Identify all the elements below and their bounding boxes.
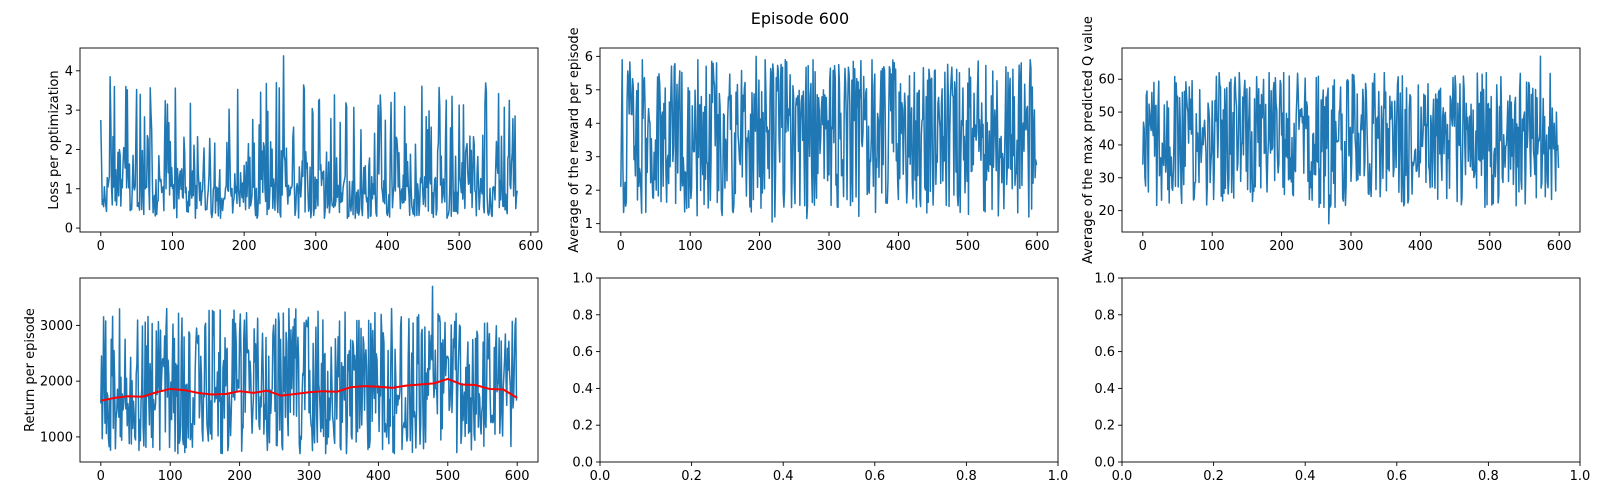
x-tick-label: 0 (1139, 239, 1147, 254)
x-tick-label: 100 (158, 469, 183, 484)
x-tick-label: 0.2 (681, 469, 702, 484)
x-tick-label: 500 (435, 469, 460, 484)
x-tick-label: 400 (366, 469, 391, 484)
x-tick-label: 300 (297, 469, 322, 484)
y-tick-label: 0.2 (1094, 419, 1115, 434)
y-tick-label: 6 (585, 50, 593, 65)
y-tick-label: 4 (65, 64, 73, 79)
figure-title: Episode 600 (751, 9, 849, 28)
y-tick-label: 4 (585, 117, 593, 132)
x-tick-label: 400 (1408, 239, 1433, 254)
x-tick-label: 300 (817, 239, 842, 254)
y-tick-label: 60 (1098, 73, 1115, 88)
x-tick-label: 0.4 (773, 469, 794, 484)
x-tick-label: 200 (1269, 239, 1294, 254)
x-tick-label: 1.0 (1570, 469, 1591, 484)
x-tick-label: 300 (1339, 239, 1364, 254)
x-tick-label: 600 (505, 469, 530, 484)
y-axis-label: Average of the reward per episode (567, 27, 582, 252)
x-tick-label: 200 (747, 239, 772, 254)
x-tick-label: 500 (955, 239, 980, 254)
y-tick-label: 20 (1098, 204, 1115, 219)
y-tick-label: 2000 (40, 375, 73, 390)
x-tick-label: 600 (1547, 239, 1572, 254)
y-tick-label: 30 (1098, 171, 1115, 186)
y-tick-label: 0.6 (572, 345, 593, 360)
x-tick-label: 0 (617, 239, 625, 254)
axes-frame (79, 47, 539, 233)
y-tick-label: 0.8 (1094, 308, 1115, 323)
x-tick-label: 0.6 (864, 469, 885, 484)
x-tick-label: 300 (303, 239, 328, 254)
y-tick-label: 40 (1098, 138, 1115, 153)
y-tick-label: 2 (585, 184, 593, 199)
y-tick-label: 1.0 (572, 272, 593, 287)
axes-frame (1121, 277, 1581, 463)
x-tick-label: 0 (97, 469, 105, 484)
x-tick-label: 100 (160, 239, 185, 254)
y-axis-label: Average of the max predicted Q value (1081, 16, 1096, 264)
y-tick-label: 0.4 (572, 382, 593, 397)
y-tick-label: 3 (65, 104, 73, 119)
x-tick-label: 600 (518, 239, 543, 254)
x-tick-label: 1.0 (1048, 469, 1069, 484)
y-tick-label: 1 (585, 217, 593, 232)
x-tick-label: 0 (97, 239, 105, 254)
axes-frame (599, 277, 1059, 463)
y-tick-label: 3000 (40, 319, 73, 334)
subplot-6: 0.0 0.2 0.4 0.6 0.8 1.0 0.0 0.2 0.4 0.6 0.8 1.0 (1094, 272, 1590, 485)
x-tick-label: 0.6 (1386, 469, 1407, 484)
x-tick-label: 0.0 (590, 469, 611, 484)
series-line-loss (100, 55, 518, 219)
y-tick-label: 3 (585, 150, 593, 165)
x-tick-label: 0.8 (956, 469, 977, 484)
x-tick-label: 100 (1200, 239, 1225, 254)
series-line-reward (620, 55, 1038, 223)
y-tick-label: 0.8 (572, 308, 593, 323)
x-tick-label: 500 (447, 239, 472, 254)
series-line-moving_average (100, 377, 518, 402)
y-tick-label: 0.2 (572, 419, 593, 434)
y-tick-label: 0.4 (1094, 382, 1115, 397)
y-tick-label: 0.0 (1094, 456, 1115, 471)
x-tick-label: 100 (678, 239, 703, 254)
y-tick-label: 50 (1098, 106, 1115, 121)
y-tick-label: 1 (65, 182, 73, 197)
y-axis-label: Loss per optimization (47, 70, 62, 209)
x-tick-label: 200 (232, 239, 257, 254)
y-tick-label: 5 (585, 83, 593, 98)
series-line-max_q (1142, 55, 1560, 225)
x-tick-label: 400 (375, 239, 400, 254)
subplot-5: 0.0 0.2 0.4 0.6 0.8 1.0 0.0 0.2 0.4 0.6 0.8 1.0 (572, 272, 1068, 485)
y-tick-label: 0 (65, 222, 73, 237)
x-tick-label: 0.0 (1112, 469, 1133, 484)
x-tick-label: 400 (886, 239, 911, 254)
x-tick-label: 0.2 (1203, 469, 1224, 484)
x-tick-label: 500 (1477, 239, 1502, 254)
y-tick-label: 0.6 (1094, 345, 1115, 360)
series-line-return (100, 285, 518, 455)
x-tick-label: 200 (227, 469, 252, 484)
y-tick-label: 1000 (40, 430, 73, 445)
y-axis-label: Return per episode (23, 308, 38, 432)
y-tick-label: 1.0 (1094, 272, 1115, 287)
x-tick-label: 0.4 (1295, 469, 1316, 484)
y-tick-label: 2 (65, 143, 73, 158)
x-tick-label: 0.8 (1478, 469, 1499, 484)
y-tick-label: 0.0 (572, 456, 593, 471)
x-tick-label: 600 (1025, 239, 1050, 254)
